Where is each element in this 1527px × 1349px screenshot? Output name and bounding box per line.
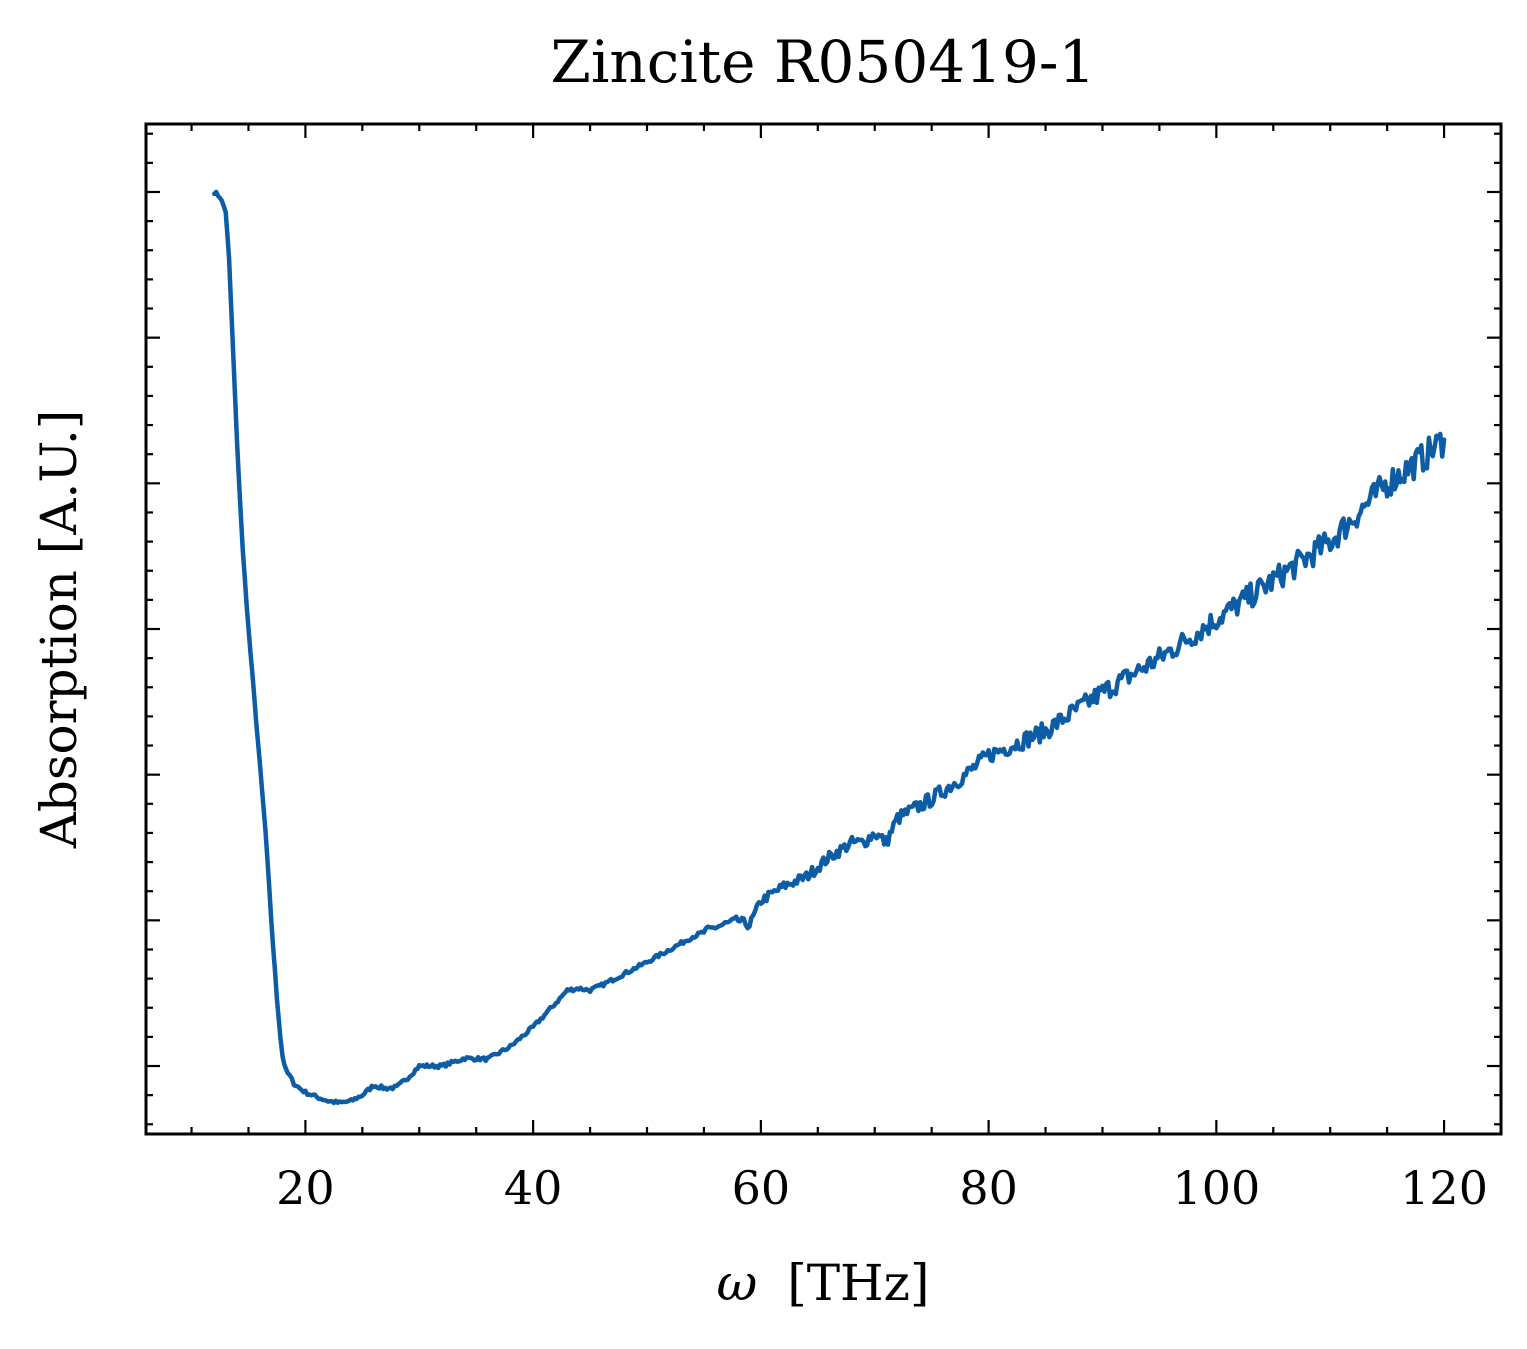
plot-frame [144,122,1503,1136]
x-axis-label-symbol: ω [717,1254,758,1312]
chart-title: Zincite R050419-1 [551,28,1096,96]
x-axis-label: ω [THz] [717,1254,930,1312]
y-axis [146,132,1501,1126]
y-axis-label: Absorption [A.U.] [30,410,88,850]
x-tick-label: 100 [1172,1161,1260,1215]
x-tick-label: 60 [732,1161,791,1215]
x-tick-label: 40 [504,1161,563,1215]
x-axis: 20 40 60 80 100 120 [190,124,1503,1215]
x-tick-label: 120 [1400,1161,1488,1215]
x-tick-label: 80 [959,1161,1018,1215]
series-line-absorption [212,189,1447,1106]
x-tick-label: 20 [276,1161,335,1215]
plot-area [144,122,1503,1136]
x-axis-label-unit: [THz] [787,1254,929,1312]
